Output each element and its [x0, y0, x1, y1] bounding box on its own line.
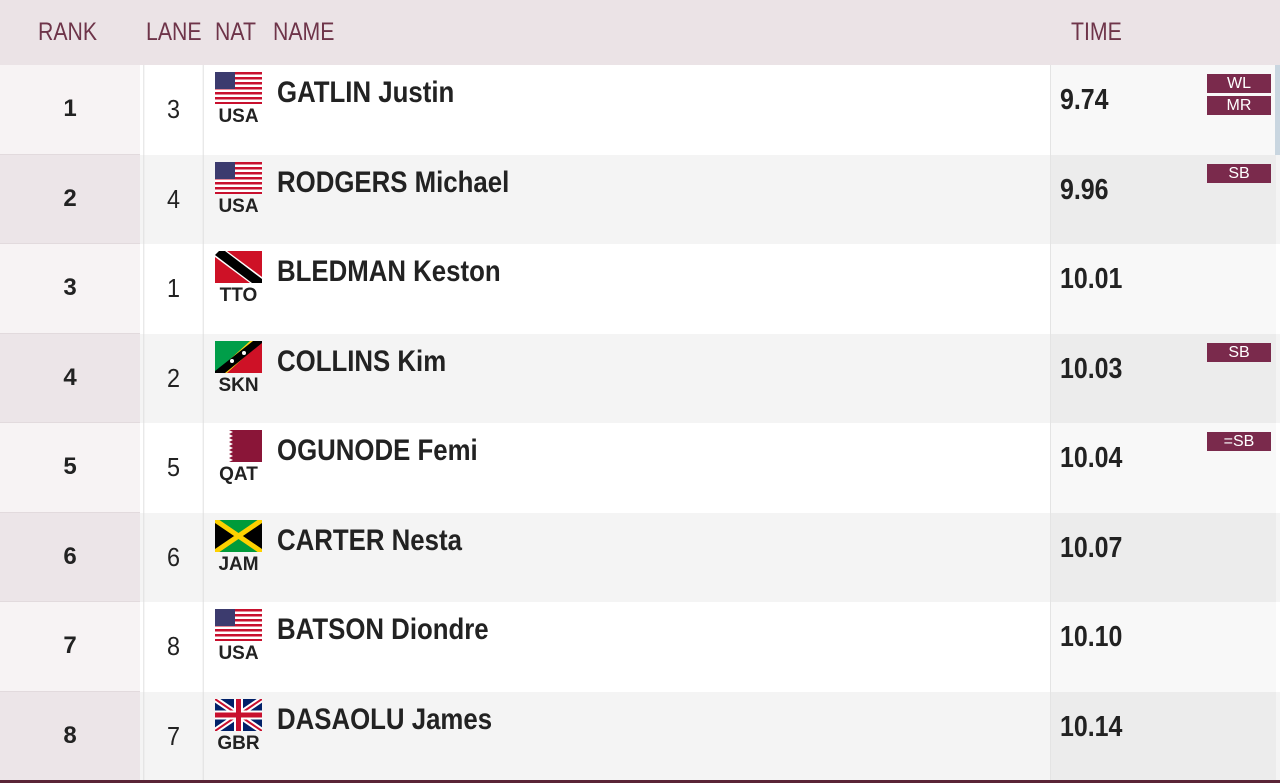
record-badge: WL [1207, 74, 1271, 93]
flag [215, 162, 262, 194]
result-row: 7 8 USA BATSON Diondre 10.10 [0, 602, 1280, 692]
time: 9.74 [1060, 84, 1109, 116]
flag [215, 341, 262, 373]
athlete-name: COLLINS Kim [277, 344, 447, 378]
lane: 5 [143, 423, 204, 513]
time: 10.14 [1060, 710, 1123, 743]
athlete-name: BLEDMAN Keston [277, 255, 501, 288]
time-cell: 9.74 WL MR [1050, 65, 1276, 155]
time-cell: 10.07 [1050, 512, 1276, 602]
result-row: 1 3 USA GATLIN Justin 9.74 WL MR [0, 65, 1280, 155]
flag [215, 520, 262, 552]
lane: 4 [143, 154, 204, 244]
flag [215, 251, 262, 283]
record-badge: MR [1207, 96, 1271, 115]
time-cell: 10.03 SB [1050, 333, 1276, 423]
flag [215, 72, 262, 104]
lane: 3 [143, 65, 204, 155]
time: 10.03 [1060, 352, 1123, 385]
time-cell: 10.10 [1050, 602, 1276, 692]
time-cell: 10.14 [1050, 691, 1276, 781]
flag [215, 430, 262, 462]
athlete-name: BATSON Diondre [277, 613, 489, 646]
athlete-name: OGUNODE Femi [277, 434, 478, 467]
rank: 2 [0, 154, 140, 244]
flag [215, 609, 262, 641]
rank-header: RANK [38, 18, 98, 46]
nat: JAM [218, 553, 259, 575]
nat: USA [218, 106, 259, 127]
time-cell: 10.04 =SB [1050, 423, 1276, 513]
result-row: 4 2 SKN COLLINS Kim 10.03 SB [0, 333, 1280, 423]
record-badge: =SB [1207, 432, 1271, 451]
rank: 4 [0, 333, 140, 423]
rank: 7 [0, 602, 140, 692]
athlete-name: RODGERS Michael [277, 165, 510, 199]
athlete-name: GATLIN Justin [277, 76, 455, 109]
athlete-name: CARTER Nesta [277, 523, 462, 557]
lane: 2 [143, 333, 204, 423]
athlete-name: DASAOLU James [277, 702, 493, 736]
scrollbar[interactable] [1275, 65, 1280, 155]
rank: 5 [0, 423, 140, 513]
time-cell: 10.01 [1050, 244, 1276, 334]
rank: 3 [0, 244, 140, 334]
record-badge: SB [1207, 342, 1271, 362]
time: 9.96 [1060, 173, 1109, 206]
time-header: TIME [1071, 18, 1122, 46]
lane: 8 [143, 602, 204, 692]
time: 10.04 [1060, 442, 1123, 474]
nat: USA [218, 195, 259, 217]
nat: GBR [217, 732, 260, 754]
nat: TTO [219, 285, 258, 306]
time: 10.07 [1060, 531, 1123, 564]
time: 10.01 [1060, 263, 1123, 295]
result-row: 5 5 QAT OGUNODE Femi 10.04 =SB [0, 423, 1280, 513]
result-row: 2 4 USA RODGERS Michael 9.96 SB [0, 154, 1280, 244]
flag [215, 699, 262, 731]
lane: 1 [143, 244, 204, 334]
rank: 8 [0, 691, 140, 781]
lane: 6 [143, 512, 204, 602]
nat: QAT [219, 464, 258, 485]
nat: USA [218, 643, 259, 664]
time: 10.10 [1060, 621, 1123, 653]
record-badge: SB [1207, 163, 1271, 183]
result-row: 3 1 TTO BLEDMAN Keston 10.01 [0, 244, 1280, 334]
nat: SKN [218, 374, 259, 396]
name-header: NAME [273, 18, 335, 46]
lane: 7 [143, 691, 204, 781]
result-row: 8 7 GBR DASAOLU James 10.14 [0, 691, 1280, 781]
header: RANK LANE NAT NAME TIME [0, 0, 1280, 65]
time-cell: 9.96 SB [1050, 154, 1276, 244]
nat-header: NAT [215, 18, 256, 46]
lane-header: LANE [146, 18, 202, 46]
result-row: 6 6 JAM CARTER Nesta 10.07 [0, 512, 1280, 602]
bottom-rule [0, 780, 1280, 783]
rank: 1 [0, 65, 140, 155]
rank: 6 [0, 512, 140, 602]
